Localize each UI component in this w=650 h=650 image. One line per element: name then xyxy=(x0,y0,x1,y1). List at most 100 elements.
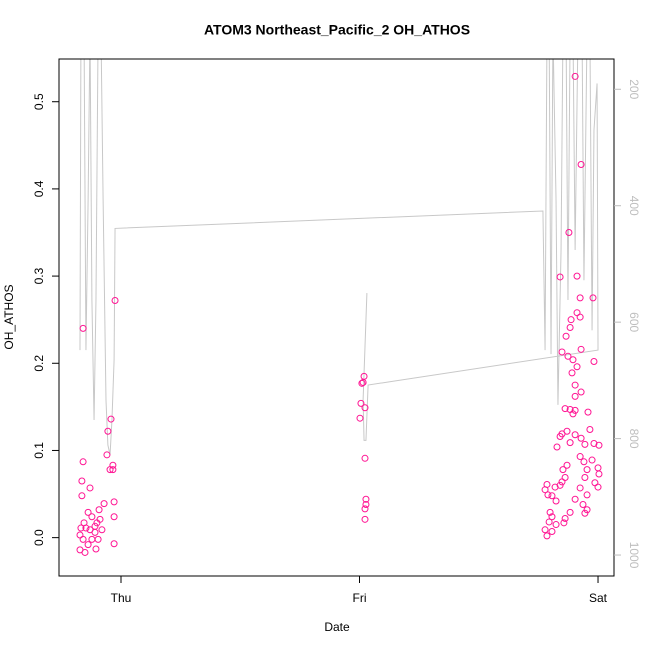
point xyxy=(551,483,559,491)
point xyxy=(552,521,560,529)
point xyxy=(357,399,365,407)
point xyxy=(548,492,556,500)
point xyxy=(561,473,569,481)
point xyxy=(577,434,585,442)
point xyxy=(86,484,94,492)
point xyxy=(95,506,103,514)
point xyxy=(81,548,89,556)
point xyxy=(361,454,369,462)
y-tick-label: 0.0 xyxy=(32,529,46,546)
point xyxy=(561,514,569,522)
y-tick-label: 0.1 xyxy=(32,442,46,459)
point xyxy=(91,522,99,530)
point xyxy=(561,405,569,413)
line xyxy=(79,59,599,456)
point xyxy=(98,526,106,534)
point xyxy=(576,453,584,461)
point xyxy=(78,477,86,485)
point xyxy=(583,491,591,499)
point xyxy=(84,508,92,516)
point xyxy=(109,466,117,474)
plot-frame xyxy=(58,58,615,577)
point xyxy=(571,406,579,414)
point xyxy=(594,464,602,472)
point xyxy=(356,414,364,422)
point xyxy=(569,410,577,418)
point xyxy=(92,545,100,553)
point xyxy=(556,433,564,441)
plot-area xyxy=(76,59,603,556)
point xyxy=(573,363,581,371)
point xyxy=(556,273,564,281)
point xyxy=(576,484,584,492)
point xyxy=(560,519,568,527)
point xyxy=(566,508,574,516)
y-tick-label: 0.2 xyxy=(32,355,46,372)
point xyxy=(571,72,579,80)
point xyxy=(103,451,111,459)
point xyxy=(571,381,579,389)
point xyxy=(581,473,589,481)
point xyxy=(591,479,599,487)
point xyxy=(577,345,585,353)
point xyxy=(111,296,119,304)
y2-tick-label: 800 xyxy=(627,429,641,449)
y-tick-label: 0.5 xyxy=(32,93,46,110)
point xyxy=(541,526,549,534)
point xyxy=(82,524,90,532)
point xyxy=(362,495,370,503)
chart-title: ATOM3 Northeast_Pacific_2 OH_ATHOS xyxy=(204,22,470,38)
point xyxy=(588,456,596,464)
point xyxy=(96,515,104,523)
point xyxy=(76,531,84,539)
y-tick-label: 0.3 xyxy=(32,267,46,284)
point xyxy=(94,535,102,543)
point xyxy=(562,332,570,340)
point xyxy=(558,348,566,356)
point xyxy=(566,324,574,332)
point xyxy=(110,540,118,548)
point xyxy=(583,466,591,474)
x-tick-label: Fri xyxy=(353,591,367,605)
point xyxy=(567,316,575,324)
point xyxy=(576,313,584,321)
point xyxy=(77,524,85,532)
point xyxy=(577,160,585,168)
point xyxy=(84,541,92,549)
y-tick-label: 0.4 xyxy=(32,180,46,197)
point xyxy=(86,526,94,534)
point xyxy=(571,431,579,439)
point xyxy=(571,495,579,503)
x-tick-label: Sat xyxy=(589,591,608,605)
point xyxy=(546,508,554,516)
point xyxy=(564,352,572,360)
point xyxy=(544,491,552,499)
point xyxy=(552,497,560,505)
point xyxy=(109,461,117,469)
point xyxy=(548,528,556,536)
point xyxy=(568,369,576,377)
point xyxy=(362,501,370,509)
point xyxy=(595,470,603,478)
point xyxy=(548,513,556,521)
point xyxy=(359,378,367,386)
point xyxy=(104,427,112,435)
y2-tick-label: 200 xyxy=(627,79,641,99)
point xyxy=(563,461,571,469)
point xyxy=(110,498,118,506)
point xyxy=(79,458,87,466)
point xyxy=(79,535,87,543)
point xyxy=(361,515,369,523)
point xyxy=(569,356,577,364)
y2-tick-label: 1000 xyxy=(627,542,641,569)
point xyxy=(88,513,96,521)
y2-tick-label: 600 xyxy=(627,312,641,332)
point xyxy=(581,440,589,448)
point xyxy=(558,478,566,486)
point xyxy=(78,492,86,500)
point xyxy=(559,466,567,474)
point xyxy=(583,506,591,514)
point xyxy=(589,294,597,302)
